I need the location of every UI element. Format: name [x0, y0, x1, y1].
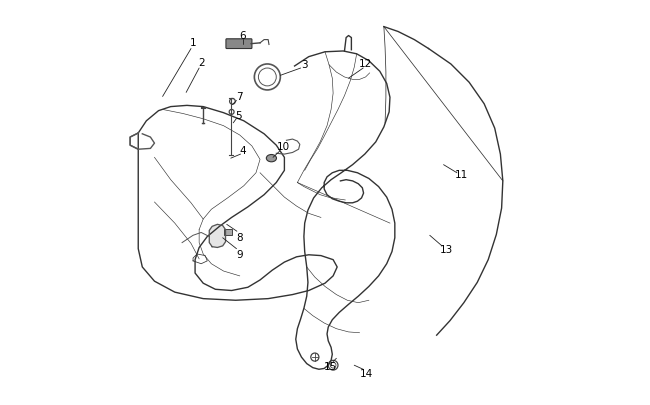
Text: 15: 15	[324, 361, 337, 371]
Text: 12: 12	[359, 59, 372, 69]
Text: 6: 6	[240, 31, 246, 40]
Text: 4: 4	[240, 146, 246, 156]
Text: 1: 1	[190, 38, 196, 47]
Ellipse shape	[266, 155, 276, 162]
Bar	[224, 230, 231, 236]
Text: 14: 14	[360, 368, 373, 377]
Text: 8: 8	[237, 232, 243, 242]
Text: 5: 5	[235, 111, 242, 120]
Text: 7: 7	[235, 92, 242, 102]
Text: 10: 10	[277, 142, 290, 151]
Text: 2: 2	[198, 58, 205, 68]
Text: 13: 13	[440, 244, 454, 254]
Text: 3: 3	[302, 60, 308, 70]
FancyBboxPatch shape	[226, 40, 252, 49]
Text: 11: 11	[454, 169, 467, 179]
Text: 9: 9	[237, 249, 243, 259]
Polygon shape	[209, 225, 226, 248]
